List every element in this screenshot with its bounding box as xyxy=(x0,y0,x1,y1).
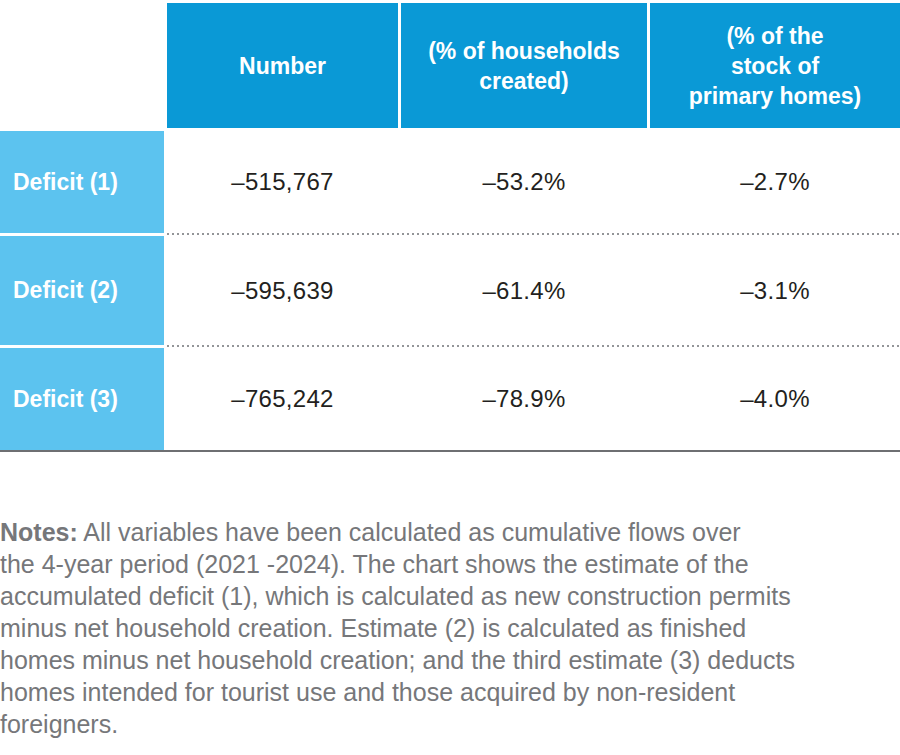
notes-paragraph: Notes: All variables have been calculate… xyxy=(0,516,886,740)
table-bottom-rule xyxy=(0,450,900,452)
row-header-1: Deficit (1) xyxy=(0,131,164,233)
cell-r2-c1: –595,639 xyxy=(167,236,398,345)
row-separator-dotted-2 xyxy=(167,345,900,347)
cell-r1-c1: –515,767 xyxy=(167,131,398,233)
notes-text: All variables have been calculated as cu… xyxy=(0,518,795,738)
housing-deficit-figure: Number(% of households created)(% of the… xyxy=(0,0,900,740)
cell-r2-c3: –3.1% xyxy=(650,236,900,345)
notes-label: Notes: xyxy=(0,518,78,546)
cell-r3-c1: –765,242 xyxy=(167,348,398,450)
column-header-2: (% of households created) xyxy=(401,3,647,128)
column-header-3: (% of the stock of primary homes) xyxy=(650,3,900,128)
row-header-2: Deficit (2) xyxy=(0,236,164,345)
column-header-1: Number xyxy=(167,3,398,128)
deficit-table: Number(% of households created)(% of the… xyxy=(0,0,900,450)
cell-r2-c2: –61.4% xyxy=(401,236,647,345)
row-separator-dotted-1 xyxy=(167,233,900,235)
cell-r3-c3: –4.0% xyxy=(650,348,900,450)
cell-r3-c2: –78.9% xyxy=(401,348,647,450)
cell-r1-c3: –2.7% xyxy=(650,131,900,233)
cell-r1-c2: –53.2% xyxy=(401,131,647,233)
corner-cell xyxy=(0,3,164,128)
row-header-3: Deficit (3) xyxy=(0,348,164,450)
